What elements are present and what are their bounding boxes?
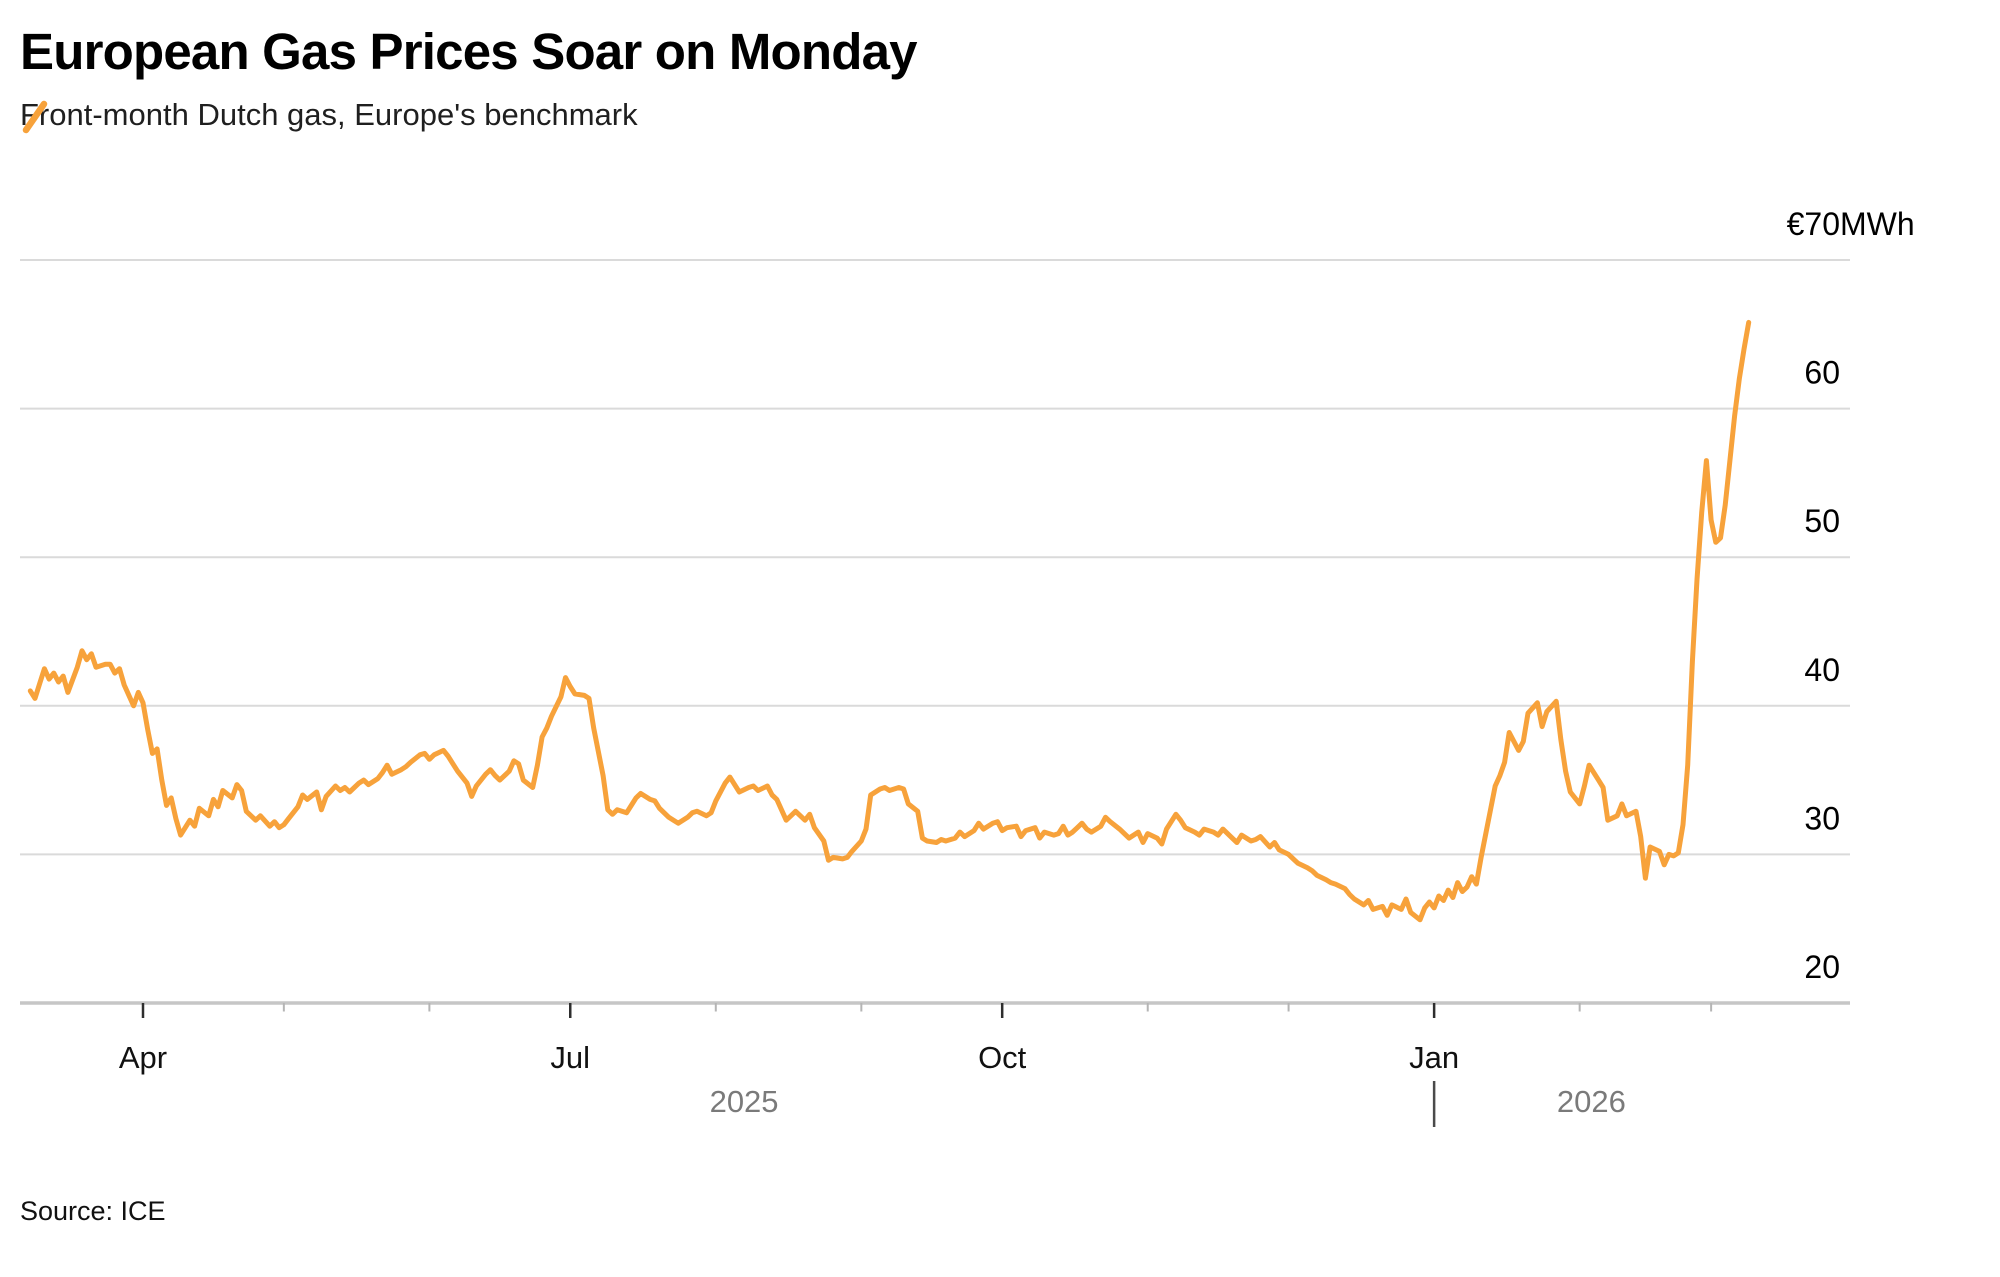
price-line bbox=[27, 319, 1752, 923]
y-axis-tick-label: 30 bbox=[1804, 800, 1840, 836]
legend: Front-month Dutch gas, Europe's benchmar… bbox=[20, 97, 638, 134]
x-axis-month-label: Apr bbox=[119, 1040, 167, 1075]
x-axis-month-label: Jan bbox=[1409, 1040, 1459, 1075]
legend-label: Front-month Dutch gas, Europe's benchmar… bbox=[20, 97, 638, 132]
x-axis-month-label: Oct bbox=[978, 1040, 1027, 1075]
y-axis-tick-label: 60 bbox=[1804, 355, 1840, 391]
y-axis-tick-label: 50 bbox=[1804, 503, 1840, 539]
y-axis-tick-label: €70 bbox=[1787, 206, 1840, 242]
orange-slash-icon bbox=[22, 100, 48, 134]
x-axis-month-label: Jul bbox=[550, 1040, 590, 1075]
source-note: Source: ICE bbox=[20, 1196, 166, 1226]
year-label: 2026 bbox=[1557, 1084, 1626, 1119]
year-label: 2025 bbox=[710, 1084, 779, 1119]
y-axis-unit-label: MWh bbox=[1840, 206, 1915, 242]
page-title: European Gas Prices Soar on Monday bbox=[20, 23, 918, 80]
y-axis-tick-label: 40 bbox=[1804, 652, 1840, 688]
y-axis-tick-label: 20 bbox=[1804, 949, 1840, 985]
